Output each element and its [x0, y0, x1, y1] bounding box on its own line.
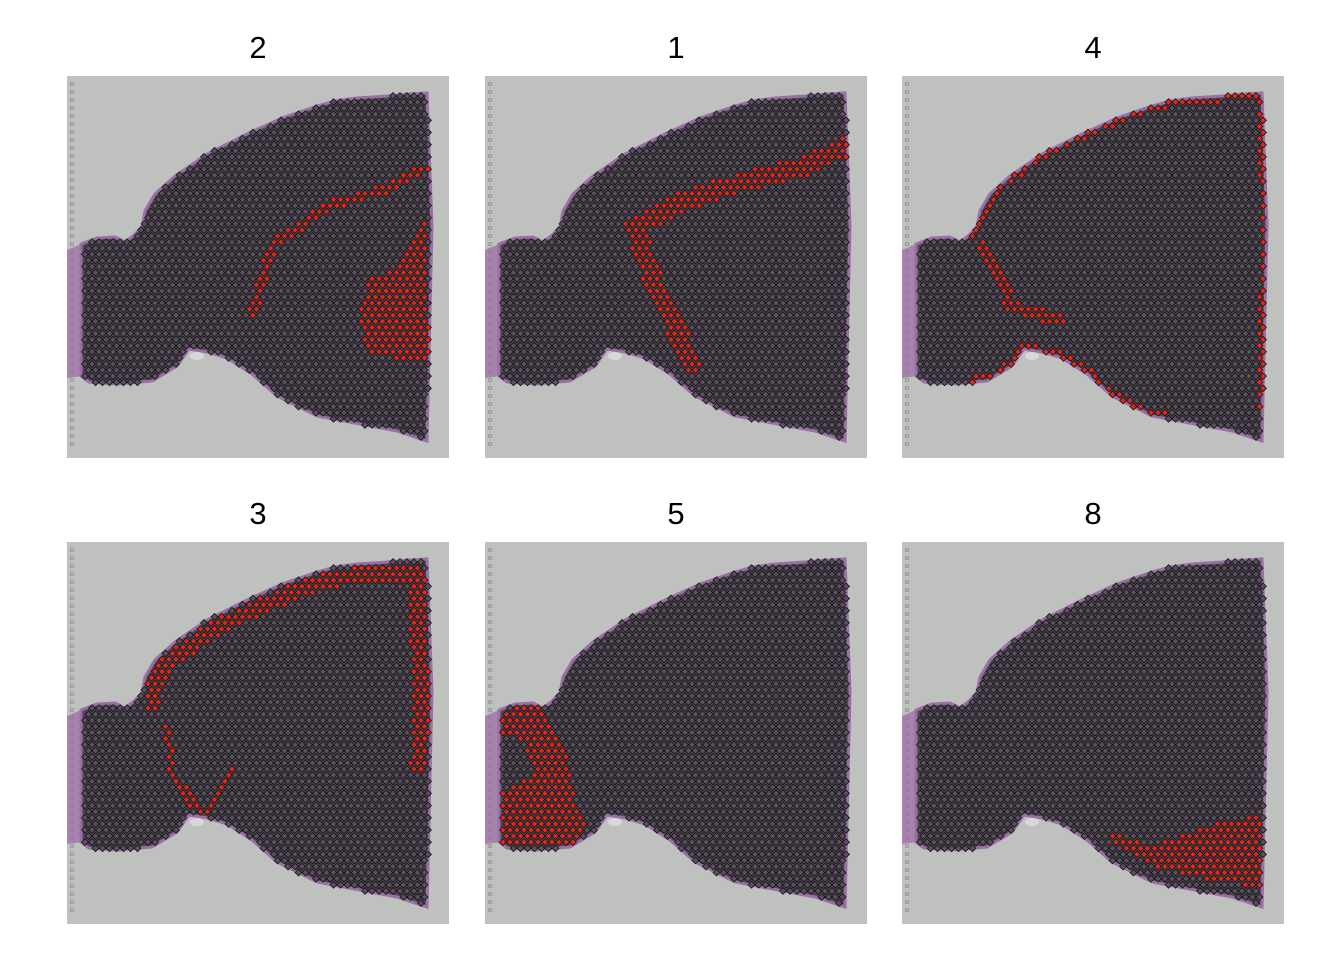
tissue-image [485, 542, 867, 924]
panel-title: 8 [1084, 496, 1102, 531]
spatial-panel-4: 4 [902, 30, 1284, 458]
tissue-image [67, 542, 449, 924]
spot-grid [81, 558, 432, 908]
tissue-edge [67, 244, 83, 378]
tissue-edge [485, 710, 501, 844]
tissue-gap [608, 818, 622, 826]
spatial-panel-8: 8 [902, 496, 1284, 924]
tissue-image [902, 542, 1284, 924]
tissue-gap [1025, 352, 1039, 360]
panel-title: 5 [667, 496, 685, 531]
spatial-panel-1: 1 [485, 30, 867, 458]
tissue-edge [67, 710, 83, 844]
tissue-gap [190, 818, 204, 826]
tissue-edge [902, 244, 918, 378]
panel-title: 2 [249, 30, 267, 65]
spatial-panel-5: 5 [485, 496, 867, 924]
tissue-gap [608, 352, 622, 360]
panel-title: 4 [1084, 30, 1102, 65]
tissue-image [485, 76, 867, 458]
tissue-edge [485, 244, 501, 378]
tissue-image [902, 76, 1284, 458]
spot-grid [499, 558, 850, 908]
tissue-gap [1025, 818, 1039, 826]
tissue-edge [902, 710, 918, 844]
spatial-panel-2: 2 [67, 30, 449, 458]
spatial-panel-3: 3 [67, 496, 449, 924]
panel-title: 1 [667, 30, 685, 65]
spot-grid [81, 92, 432, 442]
tissue-gap [190, 352, 204, 360]
tissue-image [67, 76, 449, 458]
spot-grid [499, 92, 850, 442]
spot-grid [916, 558, 1267, 908]
spot-grid [916, 92, 1267, 442]
panel-title: 3 [249, 496, 267, 531]
